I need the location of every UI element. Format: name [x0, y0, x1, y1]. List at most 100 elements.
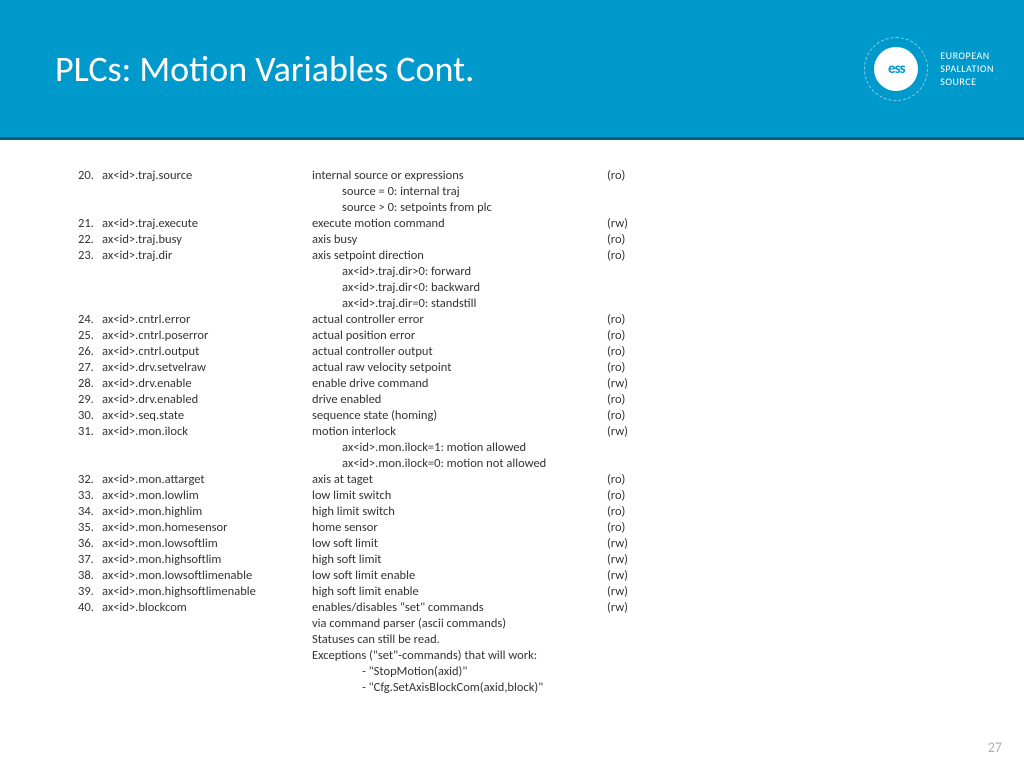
access-mode: (rw) — [607, 424, 647, 440]
logo-text: EUROPEAN SPALLATION SOURCE — [940, 49, 994, 88]
access-mode: (ro) — [607, 408, 647, 424]
variable-name: ax<id>.mon.highsoftlim — [102, 552, 312, 568]
subrow-text: Exceptions ("set"-commands) that will wo… — [312, 648, 607, 664]
access-mode: (ro) — [607, 472, 647, 488]
variable-row: 22.ax<id>.traj.busyaxis busy(ro) — [78, 232, 969, 248]
row-number: 21. — [78, 216, 102, 232]
row-number: 25. — [78, 328, 102, 344]
variable-row: 38.ax<id>.mon.lowsoftlimenablelow soft l… — [78, 568, 969, 584]
row-number: 35. — [78, 520, 102, 536]
variable-row: 40.ax<id>.blockcomenables/disables "set"… — [78, 600, 969, 616]
variable-name: ax<id>.cntrl.poserror — [102, 328, 312, 344]
row-number: 32. — [78, 472, 102, 488]
variable-desc: actual controller error — [312, 312, 607, 328]
access-mode: (ro) — [607, 312, 647, 328]
variable-desc: home sensor — [312, 520, 607, 536]
row-number: 24. — [78, 312, 102, 328]
variable-row: 30.ax<id>.seq.statesequence state (homin… — [78, 408, 969, 424]
variable-row: 34.ax<id>.mon.highlimhigh limit switch(r… — [78, 504, 969, 520]
slide-title: PLCs: Motion Variables Cont. — [55, 47, 474, 91]
variable-desc: enable drive command — [312, 376, 607, 392]
variable-desc: sequence state (homing) — [312, 408, 607, 424]
row-number: 36. — [78, 536, 102, 552]
access-mode: (rw) — [607, 536, 647, 552]
variable-desc: low soft limit enable — [312, 568, 607, 584]
access-mode: (rw) — [607, 376, 647, 392]
variable-name: ax<id>.mon.lowsoftlimenable — [102, 568, 312, 584]
variable-desc: drive enabled — [312, 392, 607, 408]
variable-name: ax<id>.mon.highlim — [102, 504, 312, 520]
variable-desc: actual position error — [312, 328, 607, 344]
variable-desc: low soft limit — [312, 536, 607, 552]
variable-desc: axis setpoint direction — [312, 248, 607, 264]
row-number: 31. — [78, 424, 102, 440]
logo-line1: EUROPEAN — [940, 49, 994, 62]
variable-subrow: ax<id>.mon.ilock=0: motion not allowed — [78, 456, 969, 472]
access-mode: (ro) — [607, 488, 647, 504]
access-mode: (ro) — [607, 248, 647, 264]
variable-row: 35.ax<id>.mon.homesensorhome sensor(ro) — [78, 520, 969, 536]
subrow-text: ax<id>.mon.ilock=0: motion not allowed — [312, 456, 607, 472]
variables-list: 20.ax<id>.traj.sourceinternal source or … — [0, 140, 1024, 716]
variable-name: ax<id>.cntrl.error — [102, 312, 312, 328]
subrow-text: source > 0: setpoints from plc — [312, 200, 607, 216]
access-mode: (ro) — [607, 360, 647, 376]
logo-line3: SOURCE — [940, 75, 994, 88]
variable-row: 23.ax<id>.traj.diraxis setpoint directio… — [78, 248, 969, 264]
variable-desc: motion interlock — [312, 424, 607, 440]
subrow-text: ax<id>.traj.dir>0: forward — [312, 264, 607, 280]
variable-row: 20.ax<id>.traj.sourceinternal source or … — [78, 168, 969, 184]
variable-name: ax<id>.mon.ilock — [102, 424, 312, 440]
variable-name: ax<id>.blockcom — [102, 600, 312, 616]
variable-desc: low limit switch — [312, 488, 607, 504]
variable-name: ax<id>.seq.state — [102, 408, 312, 424]
row-number: 34. — [78, 504, 102, 520]
row-number: 40. — [78, 600, 102, 616]
variable-name: ax<id>.mon.attarget — [102, 472, 312, 488]
variable-subrow: ax<id>.traj.dir>0: forward — [78, 264, 969, 280]
access-mode: (ro) — [607, 232, 647, 248]
variable-row: 29.ax<id>.drv.enableddrive enabled(ro) — [78, 392, 969, 408]
variable-name: ax<id>.mon.highsoftlimenable — [102, 584, 312, 600]
variable-desc: internal source or expressions — [312, 168, 607, 184]
access-mode: (ro) — [607, 504, 647, 520]
access-mode: (ro) — [607, 328, 647, 344]
row-number: 23. — [78, 248, 102, 264]
row-number: 30. — [78, 408, 102, 424]
variable-desc: actual controller output — [312, 344, 607, 360]
variable-subrow: source = 0: internal traj — [78, 184, 969, 200]
variable-row: 31.ax<id>.mon.ilockmotion interlock(rw) — [78, 424, 969, 440]
variable-name: ax<id>.drv.setvelraw — [102, 360, 312, 376]
variable-row: 32.ax<id>.mon.attargetaxis at taget(ro) — [78, 472, 969, 488]
subrow-text: Statuses can still be read. — [312, 632, 607, 648]
variable-subrow: - "StopMotion(axid)" — [78, 664, 969, 680]
variable-subrow: ax<id>.traj.dir<0: backward — [78, 280, 969, 296]
access-mode: (rw) — [607, 584, 647, 600]
variable-subrow: via command parser (ascii commands) — [78, 616, 969, 632]
subrow-text: ax<id>.mon.ilock=1: motion allowed — [312, 440, 607, 456]
subrow-text: ax<id>.traj.dir<0: backward — [312, 280, 607, 296]
variable-subrow: ax<id>.traj.dir=0: standstill — [78, 296, 969, 312]
access-mode: (ro) — [607, 344, 647, 360]
variable-name: ax<id>.traj.dir — [102, 248, 312, 264]
row-number: 33. — [78, 488, 102, 504]
variable-desc: high limit switch — [312, 504, 607, 520]
variable-row: 36.ax<id>.mon.lowsoftlimlow soft limit(r… — [78, 536, 969, 552]
variable-subrow: Statuses can still be read. — [78, 632, 969, 648]
access-mode: (ro) — [607, 168, 647, 184]
row-number: 28. — [78, 376, 102, 392]
access-mode: (ro) — [607, 520, 647, 536]
variable-name: ax<id>.traj.source — [102, 168, 312, 184]
variable-row: 33.ax<id>.mon.lowlimlow limit switch(ro) — [78, 488, 969, 504]
subrow-text: ax<id>.traj.dir=0: standstill — [312, 296, 607, 312]
variable-subrow: - "Cfg.SetAxisBlockCom(axid,block)" — [78, 680, 969, 696]
variable-row: 26.ax<id>.cntrl.outputactual controller … — [78, 344, 969, 360]
access-mode: (rw) — [607, 216, 647, 232]
row-number: 27. — [78, 360, 102, 376]
variable-subrow: Exceptions ("set"-commands) that will wo… — [78, 648, 969, 664]
logo-line2: SPALLATION — [940, 62, 994, 75]
logo-circle-icon: ess — [864, 37, 928, 101]
variable-row: 24.ax<id>.cntrl.erroractual controller e… — [78, 312, 969, 328]
page-number: 27 — [988, 739, 1002, 756]
variable-subrow: ax<id>.mon.ilock=1: motion allowed — [78, 440, 969, 456]
